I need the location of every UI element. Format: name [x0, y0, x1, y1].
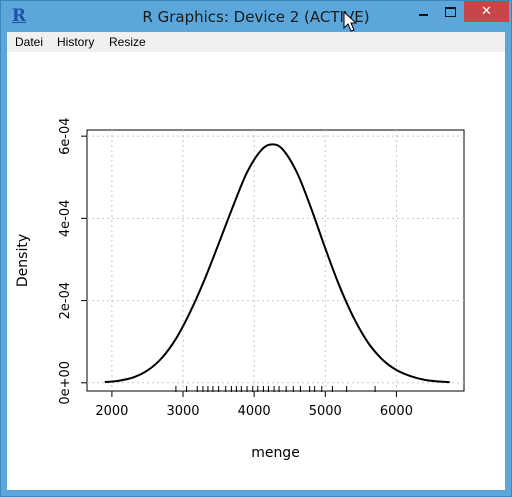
y-tick-label: 4e-04 [58, 200, 73, 238]
minimize-icon [418, 13, 428, 16]
menu-resize[interactable]: Resize [109, 35, 146, 49]
x-tick-label: 2000 [95, 404, 128, 419]
maximize-icon [444, 6, 456, 17]
minimize-button[interactable] [410, 1, 436, 22]
y-tick-label: 2e-04 [58, 282, 73, 320]
plot-frame [86, 129, 465, 392]
menu-bar: Datei History Resize [7, 32, 505, 52]
plot-area: 2000 3000 4000 5000 6000 0e+00 2e-04 4e-04 6e-0… [7, 52, 505, 490]
y-tick-label: 6e-04 [58, 117, 73, 155]
title-bar[interactable]: R R Graphics: Device 2 (ACTIVE) ✕ [1, 1, 511, 31]
maximize-button[interactable] [437, 1, 463, 22]
close-button[interactable]: ✕ [464, 1, 509, 22]
y-tick-label: 0e+00 [58, 361, 73, 405]
close-icon: ✕ [481, 4, 492, 19]
menu-datei[interactable]: Datei [15, 35, 44, 49]
mouse-cursor-icon [343, 11, 357, 32]
x-tick-label: 6000 [380, 404, 413, 419]
window-title: R Graphics: Device 2 (ACTIVE) [142, 8, 370, 26]
x-tick-label: 5000 [309, 404, 342, 419]
density-curve [104, 143, 450, 384]
rug-marks [175, 386, 376, 392]
x-tick-label: 4000 [238, 404, 271, 419]
x-axis-label: menge [251, 445, 300, 461]
density-plot: 2000 3000 4000 5000 6000 0e+00 2e-04 4e-04 6e-0… [15, 117, 465, 461]
y-axis-label: Density [15, 234, 31, 287]
grid-lines [87, 130, 464, 391]
menu-history[interactable]: History [57, 35, 95, 49]
y-axis: 0e+00 2e-04 4e-04 6e-04 [58, 117, 87, 405]
r-app-icon[interactable]: R [11, 6, 27, 26]
x-tick-label: 3000 [166, 404, 199, 419]
x-axis: 2000 3000 4000 5000 6000 [95, 391, 413, 419]
